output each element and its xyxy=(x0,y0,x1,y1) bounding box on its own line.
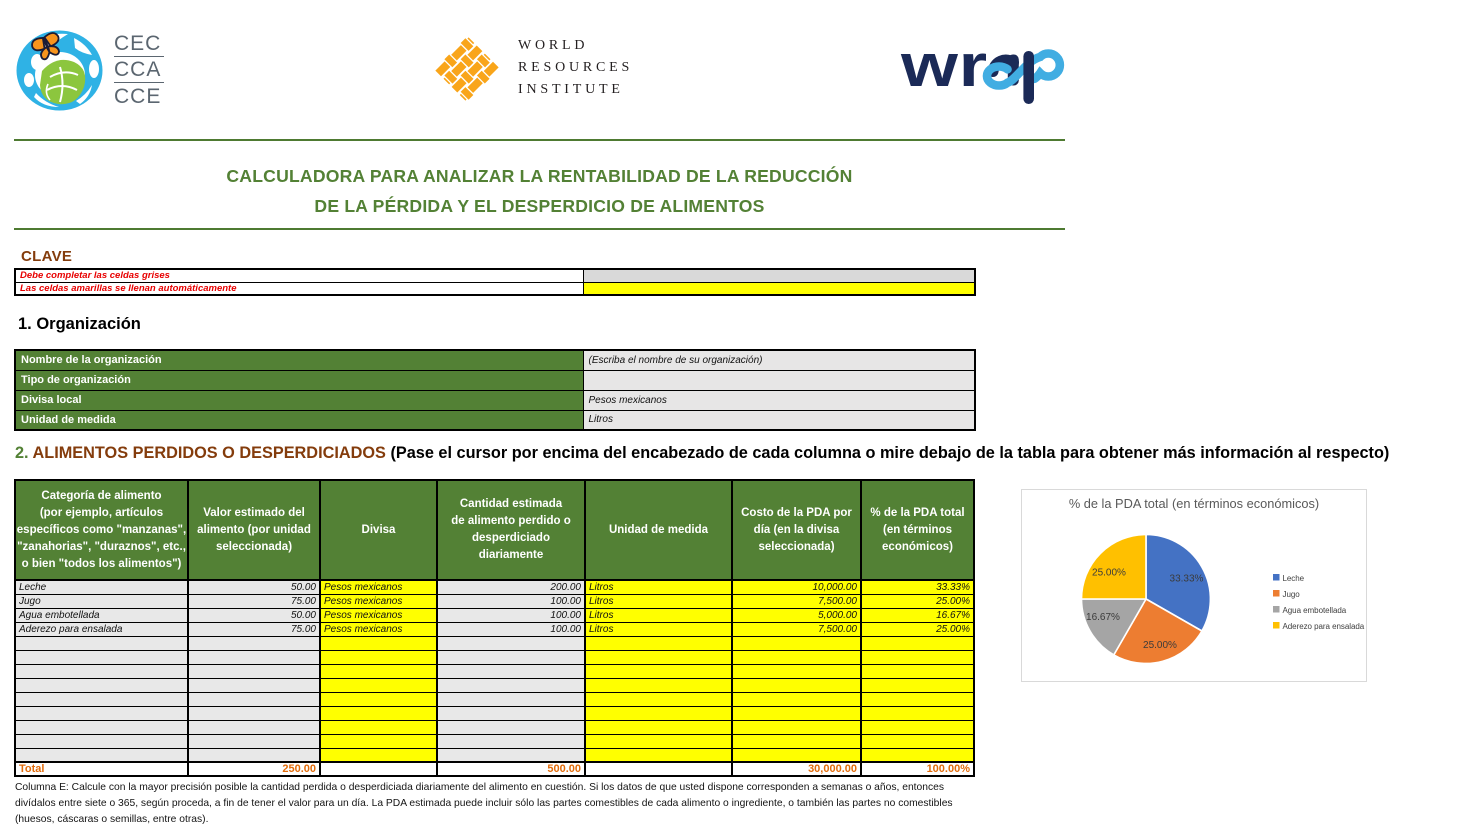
svg-text:16.67%: 16.67% xyxy=(1086,612,1120,623)
svg-text:Jugo: Jugo xyxy=(1283,590,1301,599)
svg-text:Agua embotellada: Agua embotellada xyxy=(1283,606,1347,615)
svg-text:wr: wr xyxy=(900,45,988,99)
svg-text:25.00%: 25.00% xyxy=(1092,568,1126,579)
svg-text:Leche: Leche xyxy=(1283,574,1305,583)
svg-text:33.33%: 33.33% xyxy=(1170,574,1204,585)
svg-text:Aderezo para ensalada: Aderezo para ensalada xyxy=(1283,622,1365,631)
svg-text:25.00%: 25.00% xyxy=(1143,640,1177,651)
